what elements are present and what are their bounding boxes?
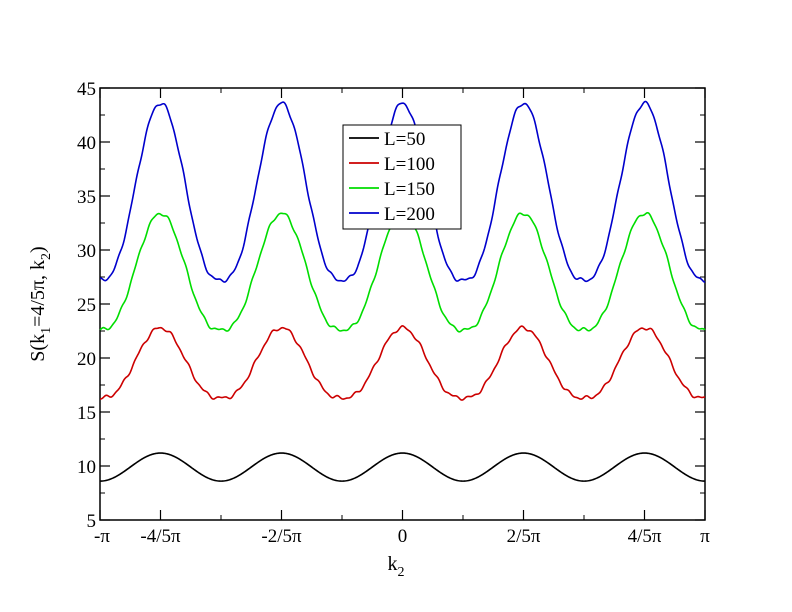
legend: L=50 L=100 L=150 L=200: [342, 124, 462, 230]
y-axis-label: S(k1=4/5π, k2): [27, 246, 54, 361]
y-tick-label: 30: [77, 241, 96, 262]
x-axis: -π -4/5π -2/5π 0 2/5π 4/5π π: [94, 88, 710, 547]
legend-label: L=50: [384, 129, 425, 150]
series-line-l-100: [99, 325, 706, 401]
y-tick-label: 20: [77, 349, 96, 370]
legend-box: [342, 124, 462, 230]
x-tick-label: 2/5π: [507, 526, 541, 547]
legend-label: L=100: [384, 154, 435, 175]
y-tick-label: 45: [77, 79, 96, 100]
x-tick-label: 0: [398, 526, 408, 547]
x-axis-label: k2: [388, 553, 405, 580]
series-line-l-150: [99, 211, 706, 333]
x-tick-label: -2/5π: [261, 526, 302, 547]
x-tick-label: -4/5π: [140, 526, 181, 547]
series-line-l-200: [99, 100, 706, 284]
x-tick-label: 4/5π: [628, 526, 662, 547]
legend-label: L=150: [384, 179, 435, 200]
legend-label: L=200: [384, 204, 435, 225]
x-tick-label: -π: [94, 526, 110, 547]
y-tick-label: 15: [77, 403, 96, 424]
y-tick-label: 25: [77, 295, 96, 316]
y-tick-label: 40: [77, 133, 96, 154]
y-tick-label: 35: [77, 187, 96, 208]
y-tick-label: 5: [87, 511, 97, 532]
x-tick-label: π: [700, 526, 710, 547]
series-line-l-50: [99, 452, 706, 482]
y-axis: 5 10 15 20 25 30 35 40 45: [77, 79, 705, 532]
y-tick-label: 10: [77, 457, 96, 478]
